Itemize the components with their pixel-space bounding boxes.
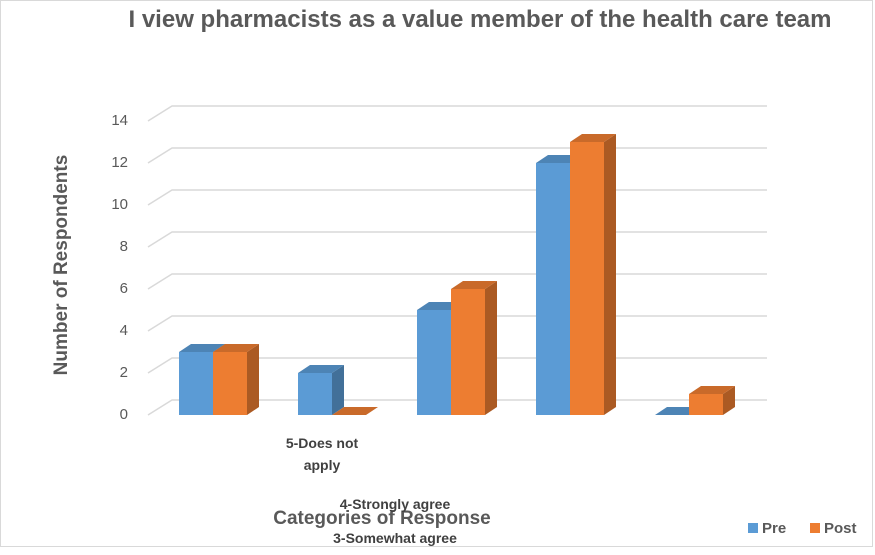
legend-swatch xyxy=(810,523,820,533)
bar-face xyxy=(689,394,723,415)
bar-face xyxy=(213,344,259,352)
x-tick-label: 5-Does not apply xyxy=(285,435,359,473)
y-tick-label: 4 xyxy=(120,322,128,339)
bar-face xyxy=(179,352,213,415)
bar-face xyxy=(451,281,497,289)
bar-face xyxy=(570,134,616,142)
bar xyxy=(213,344,259,415)
bar-face xyxy=(485,281,497,415)
x-tick-label: 3-Somewhat agree xyxy=(333,530,457,546)
bar xyxy=(689,386,735,415)
bar-face xyxy=(298,373,332,415)
bar-face xyxy=(247,344,259,415)
chart-title: I view pharmacists as a value member of … xyxy=(128,6,832,33)
bar-face xyxy=(604,134,616,415)
grid-line xyxy=(147,105,767,122)
bar-face xyxy=(332,407,378,415)
bar-face xyxy=(417,310,451,415)
x-axis-title: Categories of Response xyxy=(273,508,491,529)
y-tick-label: 10 xyxy=(111,196,128,213)
bar-face xyxy=(298,365,344,373)
legend-swatch xyxy=(748,523,758,533)
bar xyxy=(451,281,497,415)
bar-face xyxy=(451,289,485,415)
y-tick-label: 12 xyxy=(111,154,128,171)
bar-face xyxy=(332,365,344,415)
bar-face xyxy=(570,142,604,415)
bar-face xyxy=(723,386,735,415)
bar xyxy=(332,407,378,415)
bar xyxy=(570,134,616,415)
bar-face xyxy=(213,352,247,415)
x-tick-label: 4-Strongly agree xyxy=(339,496,451,512)
bar-face xyxy=(536,163,570,415)
y-tick-label: 2 xyxy=(120,364,128,381)
bar-face xyxy=(689,386,735,394)
y-tick-label: 6 xyxy=(120,280,128,297)
legend-label: Post xyxy=(824,520,857,537)
y-tick-label: 0 xyxy=(120,406,128,423)
y-tick-label: 8 xyxy=(120,238,128,255)
y-axis-title: Number of Respondents xyxy=(51,155,72,376)
legend-label: Pre xyxy=(762,520,786,537)
bar xyxy=(298,365,344,415)
y-tick-label: 14 xyxy=(111,112,128,129)
grid-line xyxy=(147,231,767,248)
grid-line xyxy=(147,189,767,206)
grid-line xyxy=(147,147,767,164)
bar-face xyxy=(179,344,225,352)
